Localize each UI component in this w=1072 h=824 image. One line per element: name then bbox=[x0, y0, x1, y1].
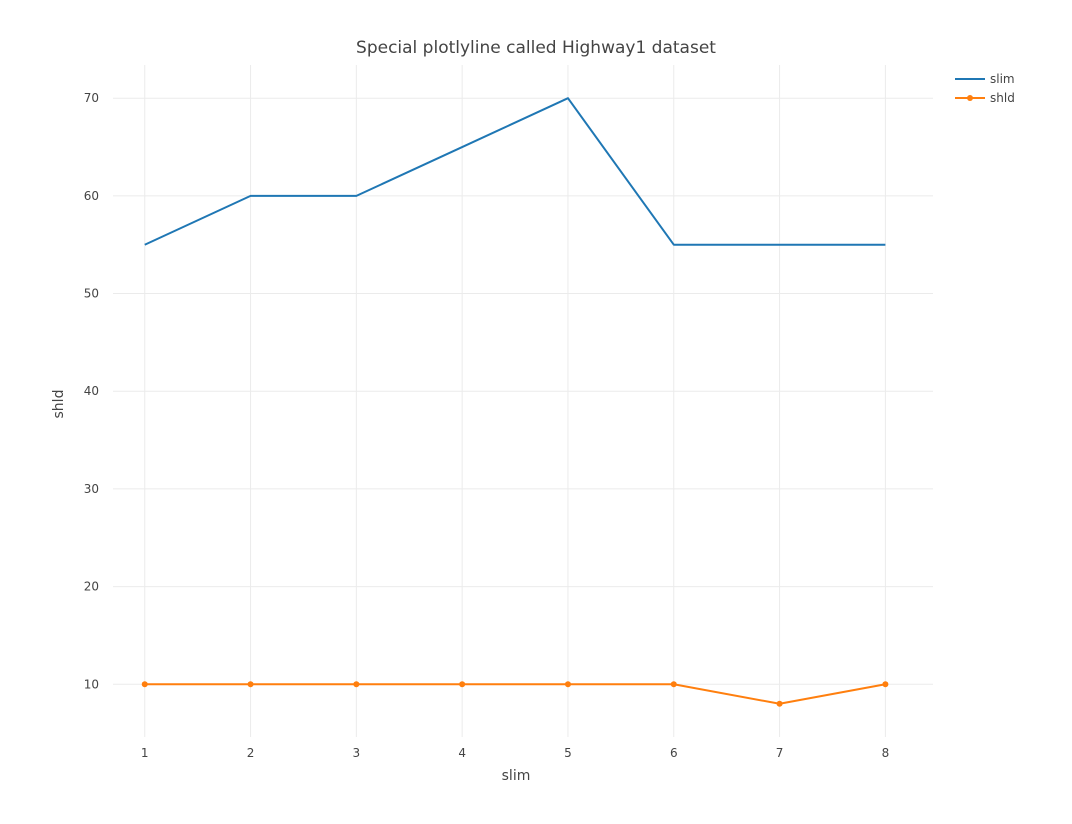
data-point-shld[interactable] bbox=[141, 681, 148, 688]
legend-label-slim: slim bbox=[990, 72, 1015, 86]
data-point-shld[interactable] bbox=[247, 681, 254, 688]
x-tick-label: 8 bbox=[882, 746, 890, 760]
x-axis-title: slim bbox=[502, 768, 531, 784]
y-tick-label: 10 bbox=[84, 677, 99, 691]
x-tick-label: 7 bbox=[776, 746, 784, 760]
series bbox=[141, 97, 889, 707]
x-tick-label: 6 bbox=[670, 746, 678, 760]
series-line-shld[interactable] bbox=[144, 683, 886, 705]
data-point-shld[interactable] bbox=[459, 681, 466, 688]
legend-marker-shld bbox=[967, 95, 973, 101]
x-tick-label: 5 bbox=[564, 746, 572, 760]
tick-labels: 1 2 3 4 5 6 7 8 10 20 30 40 50 60 70 bbox=[84, 91, 889, 760]
y-tick-label: 30 bbox=[84, 482, 99, 496]
data-point-shld[interactable] bbox=[670, 681, 677, 688]
x-tick-label: 1 bbox=[141, 746, 149, 760]
y-tick-label: 40 bbox=[84, 384, 99, 398]
series-line-slim[interactable] bbox=[144, 97, 886, 246]
data-point-shld[interactable] bbox=[353, 681, 360, 688]
x-tick-label: 2 bbox=[247, 746, 255, 760]
x-tick-label: 4 bbox=[458, 746, 466, 760]
series-slim[interactable] bbox=[144, 97, 886, 246]
data-point-shld[interactable] bbox=[564, 681, 571, 688]
y-tick-label: 70 bbox=[84, 91, 99, 105]
x-tick-label: 3 bbox=[353, 746, 361, 760]
grid bbox=[113, 65, 933, 737]
y-tick-label: 50 bbox=[84, 287, 99, 301]
chart-title: Special plotlyline called Highway1 datas… bbox=[356, 38, 716, 58]
y-axis-title: shld bbox=[51, 390, 67, 419]
legend-item-shld[interactable]: shld bbox=[955, 91, 1015, 105]
legend-item-slim[interactable]: slim bbox=[955, 72, 1015, 86]
legend[interactable]: slim shld bbox=[955, 72, 1015, 105]
series-shld[interactable] bbox=[141, 681, 889, 707]
y-tick-label: 20 bbox=[84, 580, 99, 594]
data-point-shld[interactable] bbox=[882, 681, 889, 688]
legend-label-shld: shld bbox=[990, 91, 1015, 105]
data-point-shld[interactable] bbox=[776, 700, 783, 707]
y-tick-label: 60 bbox=[84, 189, 99, 203]
